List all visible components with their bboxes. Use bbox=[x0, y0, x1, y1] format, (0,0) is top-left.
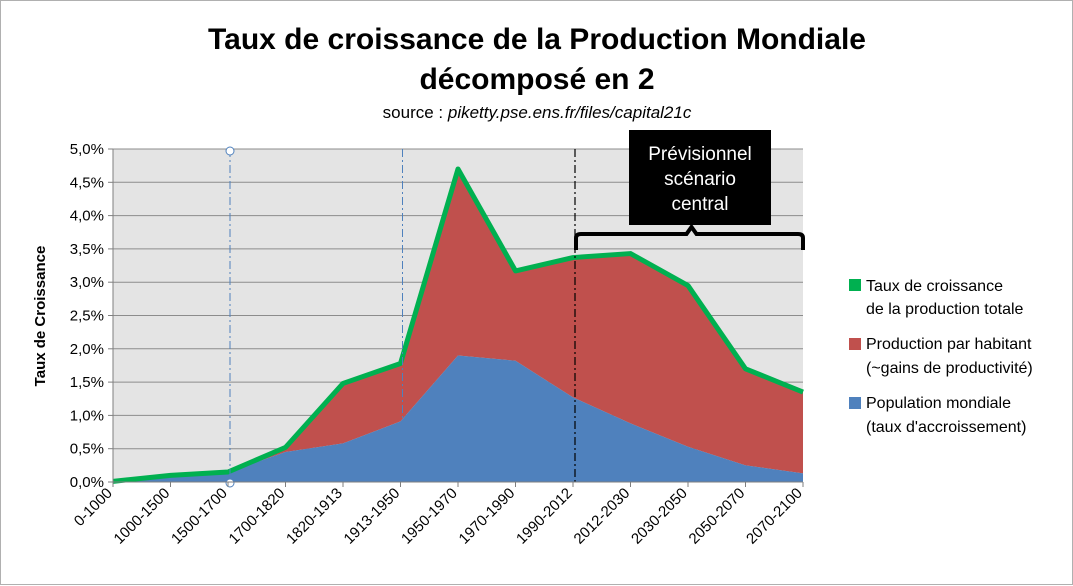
y-tick-labels: 0,0% 0,5% 1,0% 1,5% 2,0% 2,5% 3,0% 3,5% 4,0% 4,5%… bbox=[70, 141, 104, 491]
y-axis-label: Taux de Croissance bbox=[32, 246, 49, 387]
callout-brace bbox=[574, 223, 805, 250]
x-tick-label-9: 2012-2030 bbox=[571, 485, 634, 548]
y-tick-label-5: 2,5% bbox=[70, 308, 104, 325]
axes bbox=[108, 148, 804, 487]
y-tick-label-10: 5,0% bbox=[70, 141, 104, 158]
x-tick-label-11: 2050-2070 bbox=[686, 485, 749, 548]
y-tick-label-4: 2,0% bbox=[70, 341, 104, 358]
area-production-par-habitant bbox=[113, 168, 803, 482]
callout-line-3: central bbox=[671, 194, 728, 215]
y-tick-label-0: 0,0% bbox=[70, 474, 104, 491]
x-tick-label-1: 1000-1500 bbox=[111, 485, 174, 548]
y-tick-label-3: 1,5% bbox=[70, 374, 104, 391]
reference-handle-top bbox=[225, 146, 235, 156]
chart-title-line-2: décomposé en 2 bbox=[419, 63, 654, 96]
x-tick-label-0: 0-1000 bbox=[71, 485, 116, 530]
y-tick-label-1: 0,5% bbox=[70, 441, 104, 458]
legend-total-line-2: de la production totale bbox=[866, 301, 1024, 318]
chart-title-line-1: Taux de croissance de la Production Mond… bbox=[208, 23, 866, 56]
x-tick-labels: 0-10001000-15001500-17001700-18201820-19… bbox=[71, 485, 806, 548]
reference-lines bbox=[225, 146, 576, 488]
legend: Taux de croissance de la production tota… bbox=[849, 278, 1033, 436]
legend-total-line-1: Taux de croissance bbox=[866, 278, 1003, 295]
callout-box bbox=[629, 130, 771, 225]
line-taux-croissance-total bbox=[112, 166, 804, 484]
forecast-callout: Prévisionnel scénario central bbox=[574, 130, 805, 250]
x-tick-label-5: 1913-1950 bbox=[341, 485, 404, 548]
x-tick-label-2: 1500-1700 bbox=[168, 485, 231, 548]
legend-population-line-1: Population mondiale bbox=[866, 395, 1011, 412]
x-tick-label-7: 1970-1990 bbox=[456, 485, 519, 548]
legend-population-line-2: (taux d'accroissement) bbox=[866, 419, 1026, 436]
y-tick-label-8: 4,0% bbox=[70, 208, 104, 225]
x-tick-label-6: 1950-1970 bbox=[398, 485, 461, 548]
y-tick-label-7: 3,5% bbox=[70, 241, 104, 258]
area-layer bbox=[112, 166, 804, 484]
subtitle-source-link: piketty.pse.ens.fr/files/capital21c bbox=[447, 103, 692, 122]
subtitle-prefix: source : bbox=[383, 103, 448, 122]
reference-handle-bottom bbox=[225, 478, 235, 488]
x-tick-label-3: 1700-1820 bbox=[226, 485, 289, 548]
callout-line-1: Prévisionnel bbox=[648, 144, 752, 165]
x-tick-label-4: 1820-1913 bbox=[283, 485, 346, 548]
legend-swatch-population bbox=[849, 397, 861, 409]
callout-line-2: scénario bbox=[664, 169, 736, 190]
area-population-mondiale bbox=[113, 355, 803, 482]
x-tick-label-8: 1990-2012 bbox=[513, 485, 576, 548]
legend-per-capita-line-1: Production par habitant bbox=[866, 336, 1032, 353]
y-tick-label-9: 4,5% bbox=[70, 174, 104, 191]
x-tick-label-10: 2030-2050 bbox=[628, 485, 691, 548]
legend-swatch-per-capita bbox=[849, 338, 861, 350]
chart-subtitle: source : piketty.pse.ens.fr/files/capita… bbox=[383, 103, 692, 122]
legend-swatch-total bbox=[849, 279, 861, 291]
y-tick-label-2: 1,0% bbox=[70, 407, 104, 424]
legend-per-capita-line-2: (~gains de productivité) bbox=[866, 360, 1033, 377]
y-tick-label-6: 3,0% bbox=[70, 274, 104, 291]
x-tick-label-12: 2070-2100 bbox=[743, 485, 806, 548]
